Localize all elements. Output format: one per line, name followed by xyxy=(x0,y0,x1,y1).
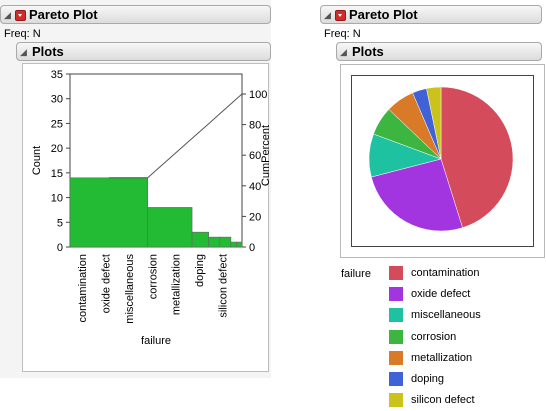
pareto-panel-left: ◢ Pareto Plot Freq: N ◢ Plots 0 5 10 15 20 25… xyxy=(0,0,272,378)
y-tick-label: 10 xyxy=(51,193,63,205)
legend-label: metallization xyxy=(411,351,473,364)
category-label: silicon defect xyxy=(218,254,230,318)
legend-label: oxide defect xyxy=(411,288,471,301)
legend-swatch xyxy=(389,266,403,280)
pie-slice xyxy=(426,86,442,160)
pie-slice xyxy=(370,158,463,232)
legend-label: corrosion xyxy=(411,330,457,343)
y2-tick-label: 0 xyxy=(249,242,255,254)
category-label: contamination xyxy=(77,254,89,323)
y-tick-label: 5 xyxy=(57,217,63,229)
legend-swatch xyxy=(389,372,403,386)
pie-slice xyxy=(440,86,514,229)
category-label: metallization xyxy=(171,254,183,315)
y-tick-label: 15 xyxy=(51,168,63,180)
legend-title: failure xyxy=(341,268,371,280)
plots-outline-header[interactable]: ◢ Plots xyxy=(336,42,542,61)
pie-chart-frame xyxy=(340,64,545,258)
legend-label: doping xyxy=(411,373,445,385)
x-axis-title: failure xyxy=(141,335,171,347)
y2-tick-label: 100 xyxy=(249,89,267,101)
y2-tick-label: 20 xyxy=(249,211,261,223)
y-tick-label: 30 xyxy=(51,94,63,106)
outline-title: Plots xyxy=(352,44,384,59)
y2-tick-label: 60 xyxy=(249,150,261,162)
y2-tick-label: 40 xyxy=(249,181,261,193)
legend-label: contamination xyxy=(411,267,480,279)
legend-swatch xyxy=(389,393,403,408)
outline-title: Pareto Plot xyxy=(29,7,98,22)
y-axis-title: Count xyxy=(31,146,43,175)
pie-chart xyxy=(368,86,514,232)
bar xyxy=(147,207,193,248)
disclosure-triangle-icon[interactable]: ◢ xyxy=(324,10,331,20)
red-triangle-menu-icon[interactable] xyxy=(335,10,346,21)
y-tick-label: 35 xyxy=(51,69,63,81)
y2-axis-title: CumPercent xyxy=(260,125,270,186)
category-label: miscellaneous xyxy=(124,254,136,324)
freq-label: Freq: N xyxy=(324,28,361,40)
pareto-panel-right: ◢ Pareto Plot Freq: N ◢ Plots xyxy=(320,0,546,411)
legend-swatch xyxy=(389,287,403,302)
disclosure-triangle-icon[interactable]: ◢ xyxy=(4,10,11,20)
red-triangle-menu-icon[interactable] xyxy=(15,10,26,21)
bar xyxy=(236,241,243,248)
legend-label: silicon defect xyxy=(411,394,475,407)
y-tick-label: 0 xyxy=(57,242,63,254)
bar xyxy=(69,177,148,248)
cumulative-percent-line xyxy=(108,93,243,179)
disclosure-triangle-icon[interactable]: ◢ xyxy=(340,47,347,57)
category-label: doping xyxy=(194,254,206,287)
bar xyxy=(219,236,232,248)
pie-plot-area xyxy=(351,75,534,247)
freq-label: Freq: N xyxy=(4,28,41,40)
pareto-outline-header[interactable]: ◢ Pareto Plot xyxy=(320,5,542,24)
disclosure-triangle-icon[interactable]: ◢ xyxy=(20,47,27,57)
y2-tick-label: 80 xyxy=(249,120,261,132)
legend-label: miscellaneous xyxy=(411,309,481,322)
pareto-chart-frame: 0 5 10 15 20 25 30 35 0 20 40 60 80 100 contamination o… xyxy=(22,63,272,372)
legend-swatch xyxy=(389,350,403,365)
legend-swatch xyxy=(389,329,403,344)
y-tick-label: 25 xyxy=(51,118,63,130)
pareto-chart: 0 5 10 15 20 25 30 35 0 20 40 60 80 100 contamination o… xyxy=(31,69,272,347)
outline-title: Plots xyxy=(32,44,64,59)
category-label: corrosion xyxy=(147,254,159,299)
plots-outline-header[interactable]: ◢ Plots xyxy=(16,42,271,61)
pareto-outline-header[interactable]: ◢ Pareto Plot xyxy=(0,5,271,24)
bar xyxy=(208,236,221,248)
bar xyxy=(230,241,237,248)
category-label: oxide defect xyxy=(100,254,112,313)
bar xyxy=(191,231,210,248)
y-tick-label: 20 xyxy=(51,143,63,155)
legend-swatch xyxy=(389,308,403,323)
outline-title: Pareto Plot xyxy=(349,7,418,22)
